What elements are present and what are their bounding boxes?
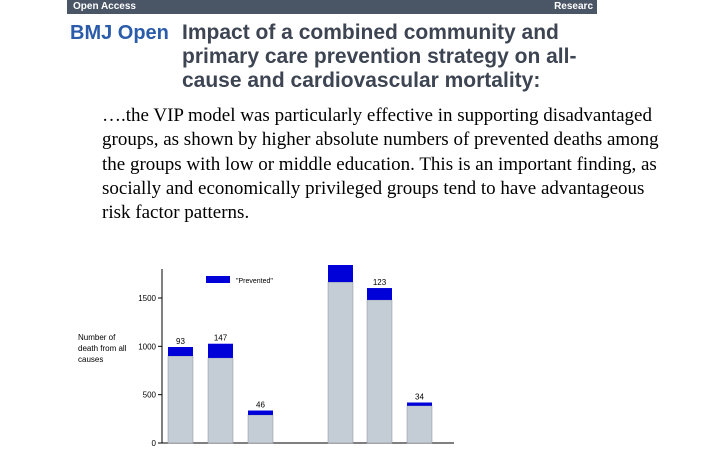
prevented-value-label: 123 [373,278,387,287]
prevented-bar [367,288,392,300]
prevented-bar [248,410,273,415]
prevented-bar [328,265,353,283]
y-tick-label: 0 [152,439,157,448]
observed-bar [327,281,354,444]
prevented-value-label: 46 [256,401,265,410]
observed-bar [366,299,393,444]
legend-label: "Prevented" [236,278,273,285]
section-label: Researc [554,1,593,12]
y-tick-label: 1000 [138,342,156,351]
prevented-value-label: 147 [214,334,228,343]
observed-bar [207,357,234,444]
observed-bar [247,414,274,444]
open-access-label: Open Access [73,1,136,12]
prevented-value-label: 34 [415,392,424,401]
chart-container: Number of death from all causes 0 500 1000… [78,265,458,450]
article-title: Impact of a combined community and prima… [182,21,577,92]
bar-chart: 0 500 1000 1500 "Prevented" 93 147 46 123 34 [138,265,454,448]
legend-swatch [206,276,230,283]
prevented-bar [407,402,432,406]
y-tick-label: 1500 [138,294,156,303]
prevented-bar [168,347,193,356]
y-axis-label: Number of death from all causes [78,333,127,364]
quote-text: ….the VIP model was particularly effecti… [102,104,662,226]
observed-bar [167,355,194,444]
prevented-value-label: 93 [176,337,185,346]
observed-bar [406,405,433,444]
y-tick-label: 500 [143,391,157,400]
journal-header-bar: Open Access Researc [67,0,597,14]
prevented-bar [208,343,233,358]
bmj-open-logo: BMJ Open [70,22,169,44]
